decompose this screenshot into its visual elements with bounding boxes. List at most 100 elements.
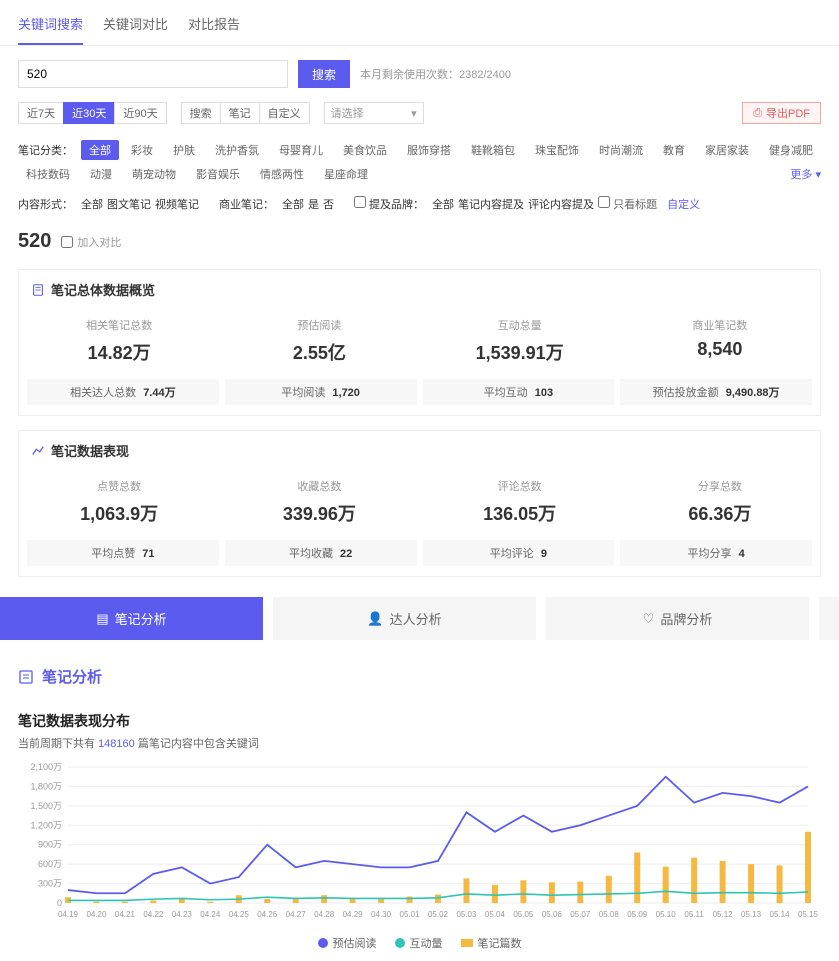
add-compare-checkbox[interactable]: 加入对比 bbox=[61, 234, 121, 250]
svg-text:04.29: 04.29 bbox=[343, 910, 364, 919]
mention-custom[interactable]: 自定义 bbox=[667, 196, 700, 212]
mention-pill[interactable]: 评论内容提及 bbox=[528, 196, 594, 212]
category-row: 笔记分类： 全部彩妆护肤洗护香氛母婴育儿美食饮品服饰穿搭鞋靴箱包珠宝配饰时尚潮流教… bbox=[0, 134, 839, 190]
svg-text:04.20: 04.20 bbox=[86, 910, 107, 919]
category-more[interactable]: 更多 ▾ bbox=[790, 166, 821, 182]
svg-text:04.19: 04.19 bbox=[58, 910, 79, 919]
mention-pill[interactable]: 全部 bbox=[432, 196, 454, 212]
export-pdf-button[interactable]: ⎙ 导出PDF bbox=[742, 102, 821, 124]
filter-chip[interactable]: 搜索 bbox=[181, 102, 220, 124]
category-pill[interactable]: 科技数码 bbox=[18, 164, 78, 184]
category-pill[interactable]: 护肤 bbox=[165, 140, 203, 160]
stat: 点赞总数1,063.9万 bbox=[19, 470, 219, 540]
category-pill[interactable]: 珠宝配饰 bbox=[527, 140, 587, 160]
search-row: 搜索 本月剩余使用次数：2382/2400 bbox=[0, 46, 839, 102]
svg-text:05.14: 05.14 bbox=[770, 910, 791, 919]
form-pill[interactable]: 否 bbox=[323, 196, 334, 212]
category-pill[interactable]: 萌宠动物 bbox=[124, 164, 184, 184]
category-pill[interactable]: 星座命理 bbox=[316, 164, 376, 184]
filter-chip[interactable]: 近90天 bbox=[114, 102, 166, 124]
category-pill[interactable]: 服饰穿搭 bbox=[399, 140, 459, 160]
stat-value: 1,063.9万 bbox=[19, 500, 219, 526]
svg-text:05.13: 05.13 bbox=[741, 910, 762, 919]
export-icon: ⎙ bbox=[753, 107, 762, 120]
stat-value: 339.96万 bbox=[219, 500, 419, 526]
mention-label: 提及品牌： bbox=[354, 196, 424, 212]
chevron-down-icon: ▾ bbox=[411, 107, 417, 120]
search-input[interactable] bbox=[18, 60, 288, 88]
stat-sub: 平均收藏 22 bbox=[225, 540, 417, 566]
search-button[interactable]: 搜索 bbox=[298, 60, 350, 88]
stat-label: 互动总量 bbox=[420, 317, 620, 333]
top-tab[interactable]: 关键词对比 bbox=[103, 8, 168, 45]
stat: 互动总量1,539.91万 bbox=[420, 309, 620, 379]
category-pill[interactable]: 情感两性 bbox=[252, 164, 312, 184]
stat-value: 66.36万 bbox=[620, 500, 820, 526]
svg-text:05.15: 05.15 bbox=[798, 910, 818, 919]
only-title-cb[interactable] bbox=[598, 196, 610, 208]
stat-label: 评论总数 bbox=[420, 478, 620, 494]
category-pill[interactable]: 彩妆 bbox=[123, 140, 161, 160]
analysis-tab-extra[interactable] bbox=[819, 597, 839, 640]
svg-text:600万: 600万 bbox=[38, 859, 62, 869]
chart-icon bbox=[31, 444, 45, 458]
svg-text:0: 0 bbox=[57, 898, 62, 908]
mention-pill[interactable]: 笔记内容提及 bbox=[458, 196, 524, 212]
category-label: 笔记分类： bbox=[18, 142, 73, 158]
analysis-tab[interactable]: ♡品牌分析 bbox=[546, 597, 809, 640]
category-pill[interactable]: 全部 bbox=[81, 140, 119, 160]
category-pill[interactable]: 影音娱乐 bbox=[188, 164, 248, 184]
doc-icon bbox=[31, 283, 45, 297]
category-pill[interactable]: 时尚潮流 bbox=[591, 140, 651, 160]
analysis-tab[interactable]: 👤达人分析 bbox=[273, 597, 536, 640]
date-range-group: 近7天近30天近90天 bbox=[18, 102, 167, 124]
form-pill[interactable]: 是 bbox=[308, 196, 319, 212]
svg-text:04.23: 04.23 bbox=[172, 910, 193, 919]
svg-text:300万: 300万 bbox=[38, 879, 62, 889]
filter-select[interactable]: 请选择 ▾ bbox=[324, 102, 424, 124]
category-pill[interactable]: 洗护香氛 bbox=[207, 140, 267, 160]
svg-text:1,500万: 1,500万 bbox=[30, 801, 62, 811]
category-pill[interactable]: 美食饮品 bbox=[335, 140, 395, 160]
top-tab[interactable]: 对比报告 bbox=[188, 8, 240, 45]
chart: 0300万600万900万1,200万1,500万1,800万2,100万04.… bbox=[0, 761, 839, 931]
filter-chip[interactable]: 近7天 bbox=[18, 102, 63, 124]
chart-subtitle: 当前周期下共有 148160 篇笔记内容中包含关键词 bbox=[0, 735, 839, 761]
only-title-checkbox[interactable]: 只看标题 bbox=[598, 196, 657, 212]
stat-sub: 平均评论 9 bbox=[423, 540, 615, 566]
stat-sub: 平均分享 4 bbox=[620, 540, 812, 566]
content-form-label: 内容形式： bbox=[18, 196, 73, 212]
category-pill[interactable]: 母婴育儿 bbox=[271, 140, 331, 160]
svg-text:04.25: 04.25 bbox=[229, 910, 250, 919]
category-pill[interactable]: 教育 bbox=[655, 140, 693, 160]
stat-label: 收藏总数 bbox=[219, 478, 419, 494]
category-pill[interactable]: 健身减肥 bbox=[761, 140, 821, 160]
filter-chip[interactable]: 自定义 bbox=[259, 102, 310, 124]
form-pill[interactable]: 全部 bbox=[282, 196, 304, 212]
legend-item[interactable]: 预估阅读 bbox=[318, 935, 377, 951]
note-icon: ▤ bbox=[96, 611, 108, 627]
section-title: 笔记分析 bbox=[0, 652, 839, 701]
filter-chip[interactable]: 近30天 bbox=[63, 102, 114, 124]
form-pill[interactable]: 图文笔记 bbox=[107, 196, 151, 212]
legend-item[interactable]: 互动量 bbox=[395, 935, 443, 951]
top-tabs: 关键词搜索关键词对比对比报告 bbox=[0, 0, 839, 46]
svg-text:05.01: 05.01 bbox=[400, 910, 421, 919]
stat: 相关笔记总数14.82万 bbox=[19, 309, 219, 379]
top-tab[interactable]: 关键词搜索 bbox=[18, 8, 83, 45]
form-pill[interactable]: 视频笔记 bbox=[155, 196, 199, 212]
category-pill[interactable]: 动漫 bbox=[82, 164, 120, 184]
mention-cb[interactable] bbox=[354, 196, 366, 208]
stat-sub: 相关达人总数 7.44万 bbox=[27, 379, 219, 405]
category-pill[interactable]: 鞋靴箱包 bbox=[463, 140, 523, 160]
category-pill[interactable]: 家居家装 bbox=[697, 140, 757, 160]
analysis-tab[interactable]: ▤笔记分析 bbox=[0, 597, 263, 640]
performance-title: 笔记数据表现 bbox=[19, 431, 820, 470]
legend-item[interactable]: 笔记篇数 bbox=[461, 935, 522, 951]
add-compare-input[interactable] bbox=[61, 236, 73, 248]
chart-legend: 预估阅读 互动量 笔记篇数 bbox=[0, 931, 839, 961]
filter-chip[interactable]: 笔记 bbox=[220, 102, 259, 124]
keyword-value: 520 bbox=[18, 230, 51, 253]
svg-text:2,100万: 2,100万 bbox=[30, 762, 62, 772]
form-pill[interactable]: 全部 bbox=[81, 196, 103, 212]
